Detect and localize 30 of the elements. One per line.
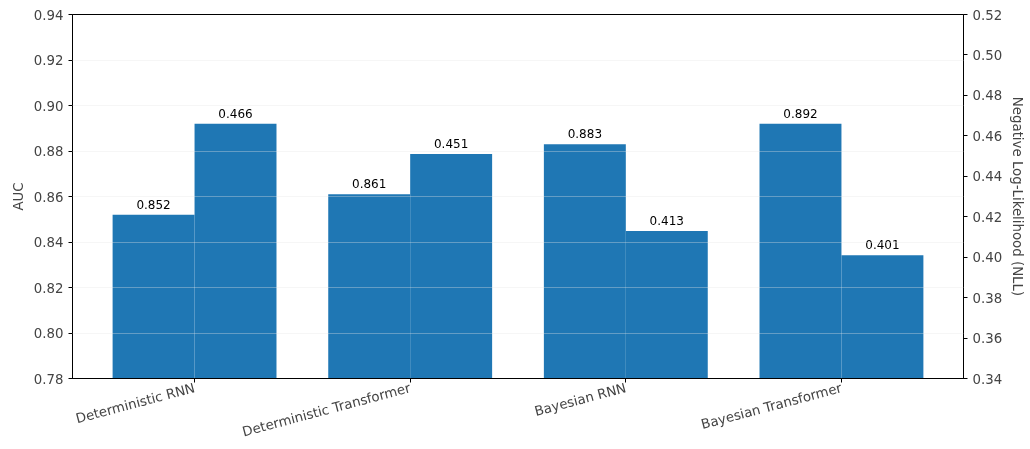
y2-tick-label: 0.46 (972, 128, 1003, 144)
y-tick-label: 0.80 (33, 326, 64, 341)
data-label: 0.451 (433, 137, 469, 152)
y-tick-label: 0.78 (33, 371, 64, 387)
data-label: 0.892 (783, 106, 818, 121)
y2-tick-label: 0.44 (972, 169, 1003, 185)
y-tick-label: 0.92 (33, 53, 64, 68)
y2-tick-label: 0.34 (972, 371, 1003, 387)
data-label: 0.466 (218, 106, 253, 121)
data-label: 0.401 (865, 238, 900, 253)
data-label: 0.883 (567, 127, 603, 142)
y-tick-label: 0.90 (33, 98, 64, 114)
y2-tick-label: 0.38 (972, 290, 1003, 306)
data-label: 0.852 (136, 197, 171, 212)
y2-axis-title: Negative Log-Likelihood (NLL) (1010, 96, 1026, 297)
data-label: 0.861 (352, 177, 387, 192)
y2-tick-label: 0.36 (972, 331, 1003, 347)
y2-tick-label: 0.52 (972, 7, 1003, 23)
y2-tick-label: 0.42 (972, 209, 1003, 225)
data-label: 0.413 (649, 213, 684, 228)
y2-tick-label: 0.40 (972, 250, 1003, 266)
y2-tick-label: 0.48 (972, 88, 1003, 104)
y-tick-label: 0.82 (33, 280, 64, 296)
y-tick-label: 0.86 (33, 189, 64, 205)
y-tick-label: 0.88 (33, 144, 64, 159)
x-tick-label: Bayesian RNN (532, 380, 628, 419)
y-tick-label: 0.84 (33, 235, 64, 250)
y2-tick-label: 0.50 (972, 47, 1003, 63)
y-axis-title: AUC (10, 182, 26, 211)
y-tick-label: 0.94 (33, 7, 64, 23)
